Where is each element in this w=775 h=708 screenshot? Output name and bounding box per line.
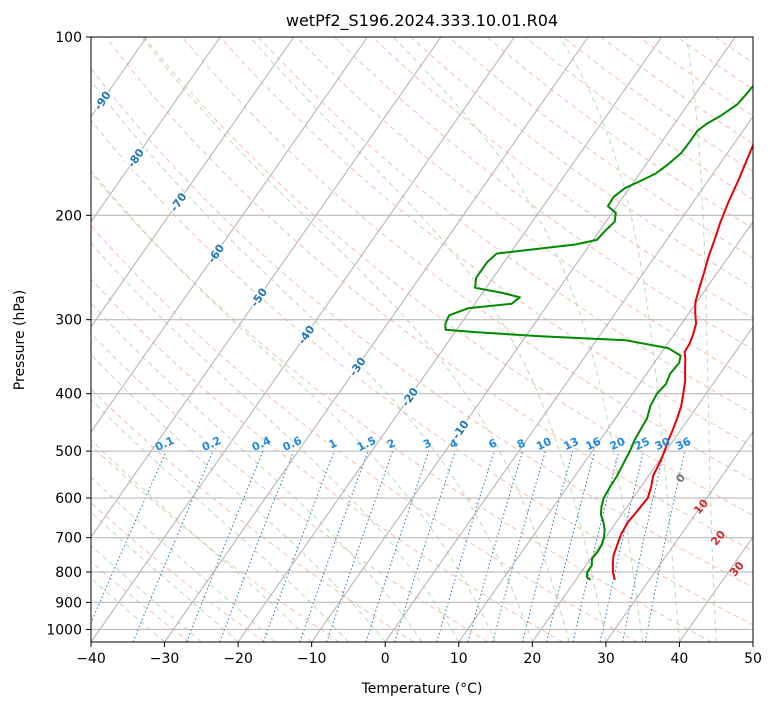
plot-frame [90,36,754,643]
y-tick-label: 100 [55,30,82,46]
mixing-ratio-line [326,450,394,642]
mixing-ratio-line [132,450,214,642]
mixing-ratio-line [492,450,546,642]
y-tick-label: 1000 [46,622,82,638]
mixing-ratio-line [219,450,295,642]
isotherm-label-bg [448,416,472,443]
x-tick-label: 50 [744,651,762,667]
isotherm [458,220,753,642]
x-tick-label: 10 [450,651,468,667]
chart-title: wetPf2_S196.2024.333.10.01.R04 [286,11,558,31]
x-tick-label: 40 [671,651,689,667]
mixing-ratio-label: 30 [653,435,673,453]
mixing-ratio-line [622,450,665,642]
mixing-ratio-label: 16 [584,435,604,453]
dry-adiabat [91,560,191,642]
moist-adiabat [559,37,680,642]
mixing-ratio-line [546,450,596,642]
dry-adiabat [219,37,753,448]
dry-adiabat [105,37,753,552]
isotherm [91,37,295,328]
moist-adiabat [91,79,533,642]
x-axis: −40 −30 −20 −10 0 10 20 30 40 50 [76,642,762,667]
isotherm-label-bg [166,189,190,215]
mixing-ratio-line [644,450,686,642]
isotherm [678,535,753,642]
isotherm-label-bg [123,144,147,171]
x-tick-label: 20 [523,651,541,667]
y-axis-label: Pressure (hPa) [12,290,28,390]
isotherm [237,37,663,642]
moist-adiabat [91,577,165,642]
x-tick-label: −30 [150,651,180,667]
background-lines [91,37,753,642]
x-tick-label: 0 [381,651,390,667]
x-tick-label: −20 [223,651,253,667]
dry-adiabat [91,332,489,642]
mixing-ratio-line [263,450,335,642]
x-tick-label: −40 [76,651,106,667]
dry-adiabat [91,278,563,642]
dewpoint-line [444,84,753,581]
mixing-ratio-label: 13 [562,435,581,453]
y-tick-label: 900 [55,595,82,611]
isotherm-label-bg [91,87,114,113]
moist-adiabat [393,37,644,642]
mixing-ratio-label: 10 [534,435,554,453]
temperature-line [611,142,753,581]
moist-adiabat [91,302,423,642]
x-axis-label: Temperature (°C) [361,681,483,697]
dry-adiabat [296,37,753,382]
moist-adiabat [91,242,460,642]
dry-adiabat [372,37,753,319]
dry-adiabat [143,37,753,516]
moist-adiabat [91,544,202,642]
moist-adiabat [141,37,570,642]
isotherm [91,37,221,223]
mixing-ratio-label: 36 [674,435,694,453]
mixing-ratio-line [91,450,167,625]
isotherm-label-bg [345,353,369,380]
series-layer [444,84,753,581]
dry-adiabat [181,37,753,482]
dry-adiabat [91,171,713,642]
isotherm [164,37,589,642]
isotherm-label-bg [246,284,270,310]
inline-labels: 0.10.20.40.611.52346810131620253036-100-… [91,87,772,604]
mixing-ratio-line [599,450,645,642]
moist-adiabat [91,398,349,642]
isotherm-label-bg [294,321,318,348]
mixing-ratio-label: 20 [608,435,628,453]
x-tick-label: −10 [297,651,327,667]
y-tick-label: 500 [55,444,82,460]
isotherm [91,37,442,538]
dry-adiabat [91,119,753,626]
mixing-ratio-label: 25 [632,435,651,453]
moist-adiabat [685,37,717,642]
y-tick-label: 200 [55,208,82,224]
moist-adiabat [91,169,497,642]
dry-adiabat [91,224,638,642]
y-axis: 100 200 300 400 500 600 700 800 900 1000 [46,30,91,638]
moist-adiabat [91,511,239,642]
isotherm [605,430,753,642]
isotherm-label-bg [203,240,228,266]
mixing-ratio-line [522,450,574,642]
moist-adiabat [91,353,386,642]
isotherm-label-bg [397,383,421,410]
dry-adiabat [91,67,753,589]
y-tick-label: 400 [55,387,82,403]
y-tick-label: 600 [55,491,82,507]
moist-adiabat-label: 40 [752,584,772,604]
x-tick-label: 30 [597,651,615,667]
isotherm [311,37,736,642]
isotherm [91,37,368,433]
mixing-ratio-line [299,450,369,642]
y-tick-label: 800 [55,565,82,581]
y-tick-label: 700 [55,531,82,547]
y-tick-label: 300 [55,313,82,329]
